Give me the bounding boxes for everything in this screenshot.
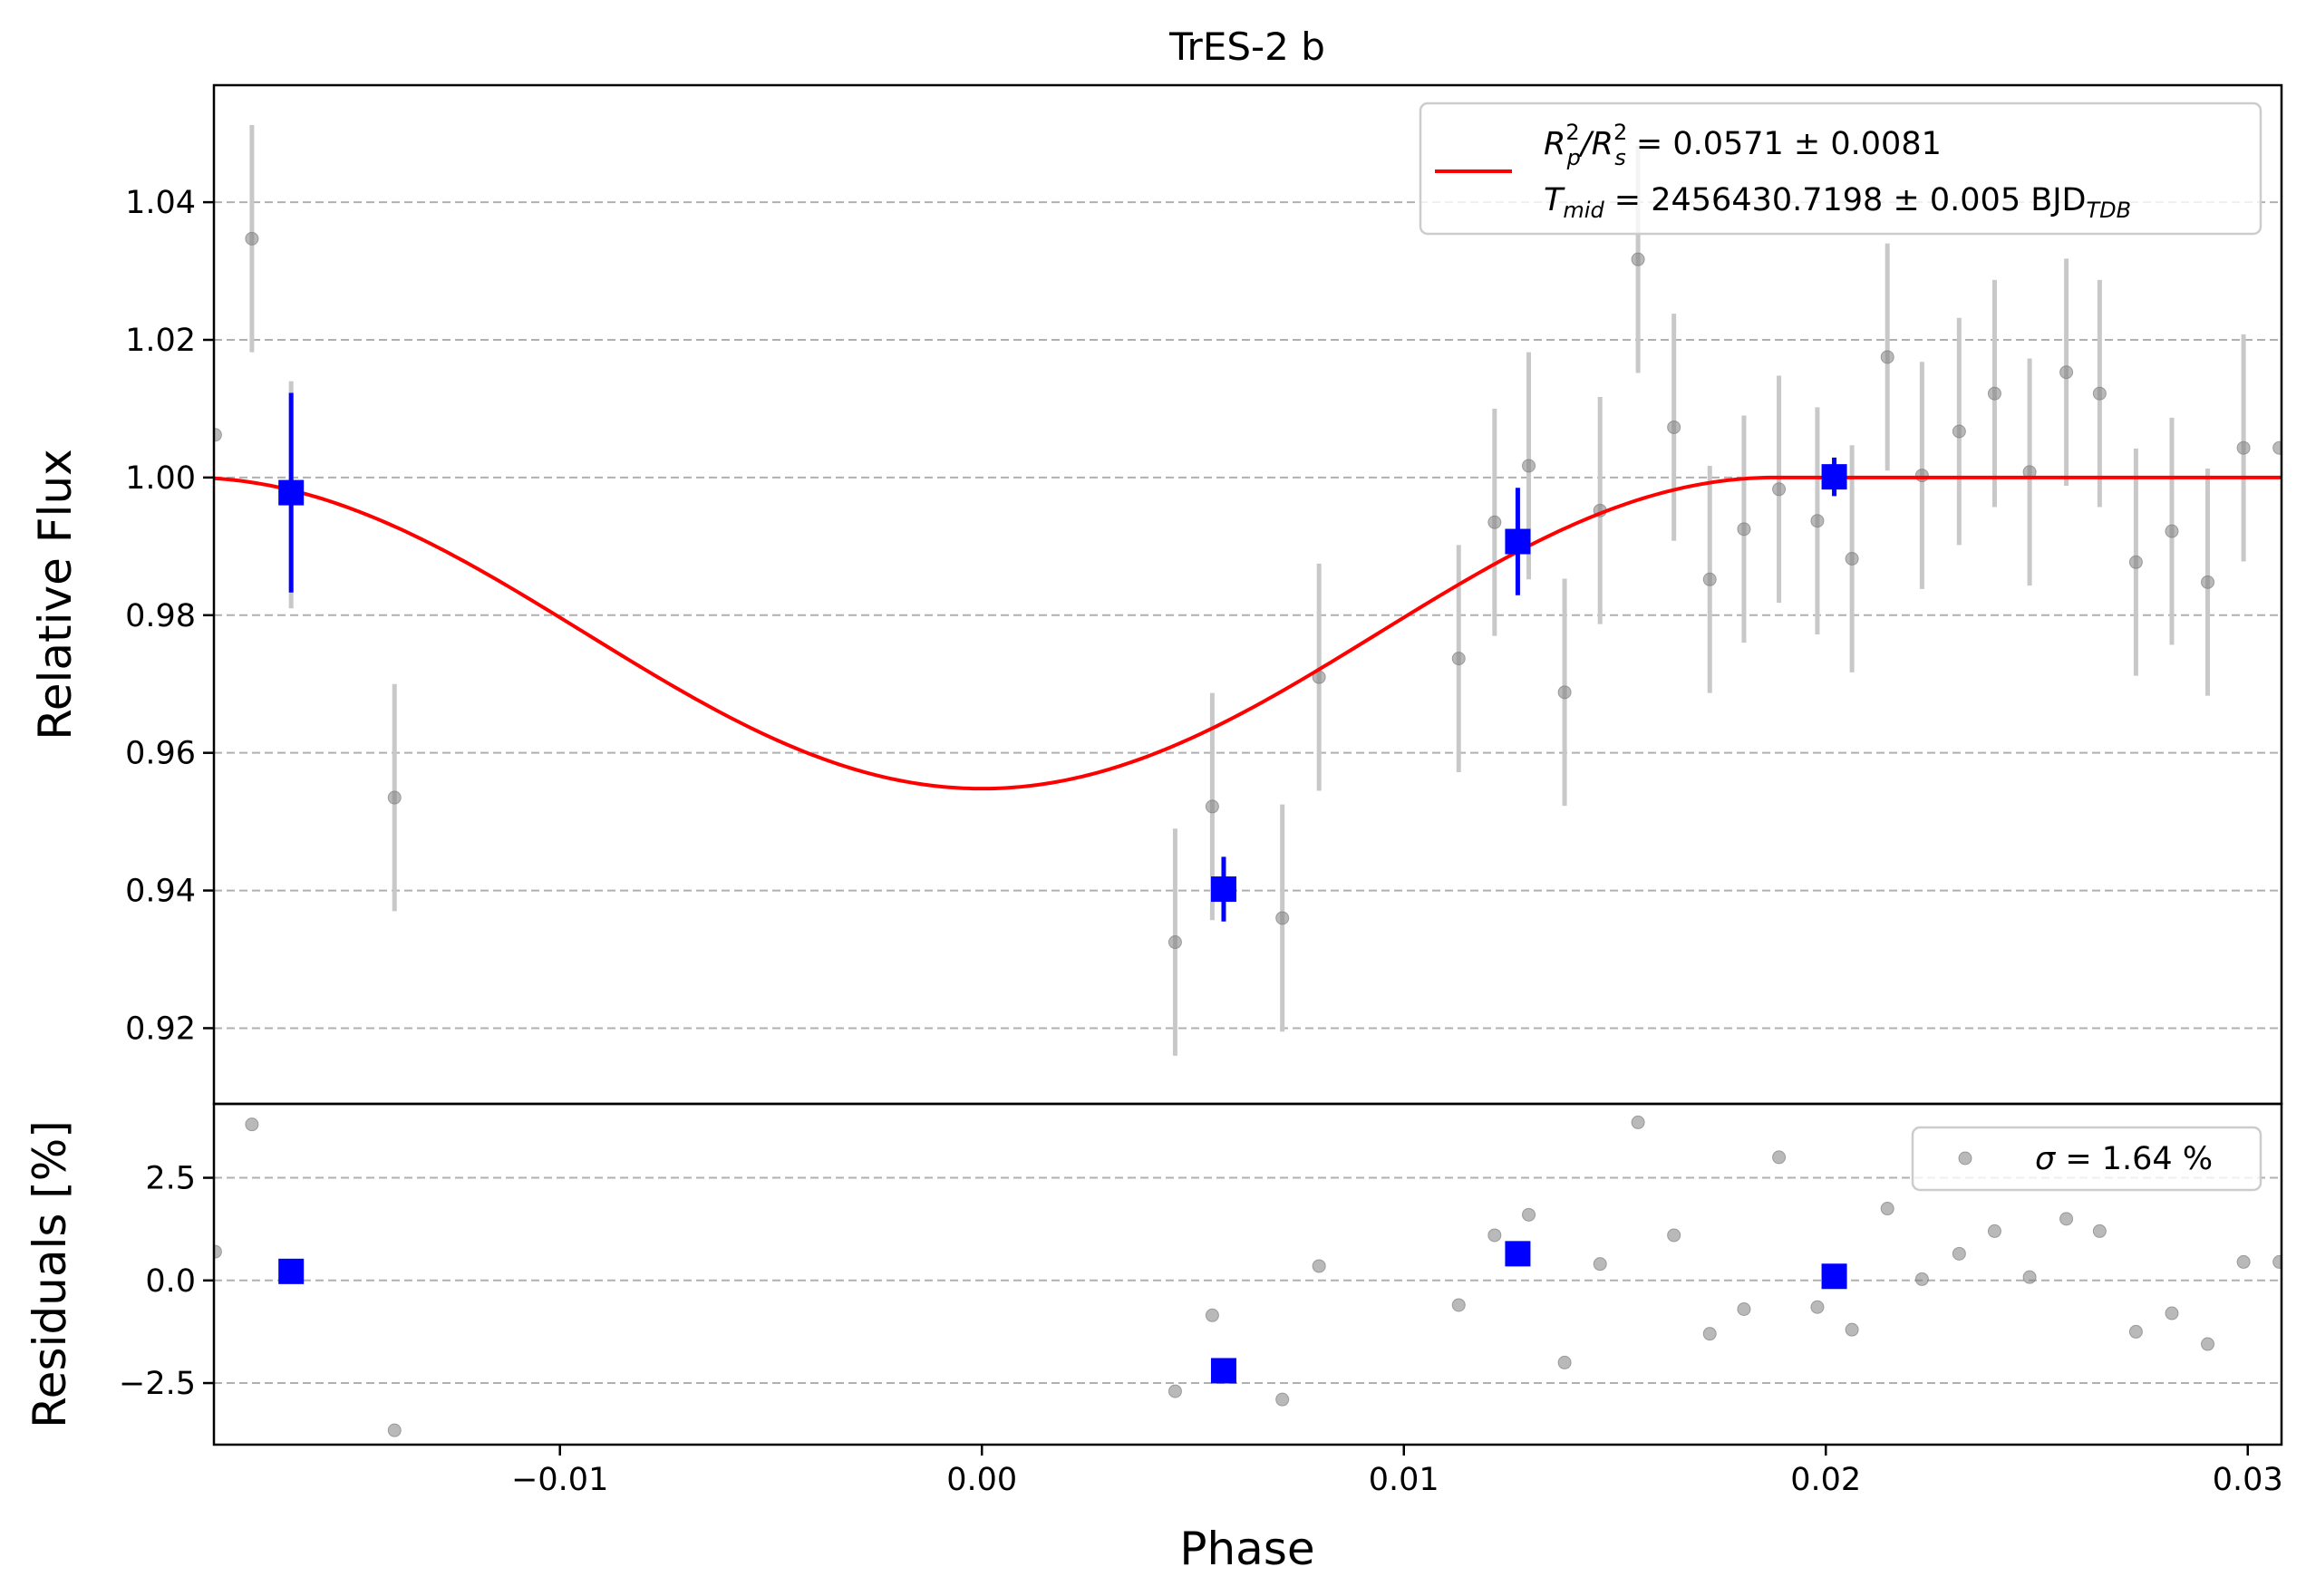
- raw-point: [1952, 424, 1966, 439]
- residual-raw-point: [1631, 1115, 1645, 1129]
- binned-point: [1821, 464, 1847, 490]
- flux-ytick-label: 0.98: [125, 598, 196, 634]
- raw-point: [1168, 935, 1182, 950]
- residual-raw-point: [1880, 1202, 1894, 1216]
- raw-point: [2236, 440, 2251, 455]
- raw-point: [1557, 685, 1572, 700]
- residual-raw-point: [1702, 1327, 1717, 1341]
- raw-point: [2059, 365, 2074, 380]
- residual-raw-point: [1772, 1150, 1787, 1165]
- raw-point: [1667, 420, 1681, 434]
- residual-raw-point: [2201, 1337, 2215, 1351]
- residual-raw-point: [2022, 1270, 2037, 1284]
- residuals-legend-marker: [1958, 1151, 1972, 1166]
- residuals-axis-title: Residuals [%]: [24, 1120, 76, 1428]
- residual-raw-point: [1845, 1322, 1859, 1337]
- residual-raw-point: [2272, 1254, 2282, 1269]
- raw-point: [1205, 799, 1219, 814]
- residuals-legend: σ = 1.64 %: [1911, 1126, 2262, 1192]
- residual-raw-point: [1312, 1259, 1326, 1273]
- raw-point: [1880, 350, 1894, 364]
- phase-xtick-label: 0.01: [1369, 1462, 1439, 1498]
- residuals-panel-frame: [212, 1102, 2283, 1446]
- flux-panel: 0.92 0.94 0.96 0.98 1.00 1.02 1.04 Relative Fl…: [29, 83, 2283, 1106]
- raw-point: [1275, 911, 1290, 925]
- residual-raw-point: [1275, 1392, 1290, 1407]
- residuals-panel: −2.5 0.0 2.5 −0.01 0.00 0.01 0.02 0.03 Residua…: [24, 1102, 2283, 1575]
- phase-axis-title: Phase: [1179, 1523, 1314, 1575]
- sigma-legend-text: σ = 1.64 %: [2035, 1141, 2213, 1177]
- flux-legend: R2 p/R2 s = 0.0571 ± 0.0081 Tmid = 2456430…: [1419, 102, 2262, 236]
- raw-point: [1914, 469, 1929, 483]
- residuals-ytick-label: 0.0: [145, 1263, 196, 1300]
- residual-raw-point: [1168, 1384, 1182, 1398]
- flux-ytick-label: 1.04: [125, 185, 196, 221]
- residual-raw-point: [387, 1423, 402, 1437]
- residual-binned-point: [1821, 1263, 1847, 1290]
- raw-point: [2201, 575, 2215, 589]
- residual-binned-point: [278, 1258, 305, 1284]
- residual-raw-point: [1914, 1272, 1929, 1286]
- phase-xtick-label: 0.02: [1790, 1462, 1861, 1498]
- transit-model-line: [214, 475, 2282, 791]
- phase-xtick-label: 0.00: [946, 1462, 1017, 1498]
- raw-point: [2128, 555, 2143, 569]
- binned-point: [1505, 528, 1531, 555]
- flux-ytick-label: 1.02: [125, 323, 196, 359]
- residual-raw-point: [1487, 1228, 1502, 1243]
- residual-raw-point: [2128, 1324, 2143, 1339]
- residual-raw-point: [1987, 1224, 2001, 1238]
- flux-axis-title: Relative Flux: [29, 449, 82, 740]
- depth-legend-text: R2 p/R2 s = 0.0571 ± 0.0081: [1544, 120, 1942, 170]
- raw-point: [387, 790, 402, 805]
- residual-raw-point: [1667, 1228, 1681, 1243]
- raw-point: [1987, 386, 2001, 401]
- raw-point: [1631, 252, 1645, 266]
- binned-point: [278, 479, 305, 506]
- residual-raw-point: [1205, 1308, 1219, 1322]
- residual-raw-point: [2236, 1254, 2251, 1269]
- raw-point: [214, 428, 222, 442]
- residual-raw-point: [1557, 1355, 1572, 1369]
- raw-point: [2092, 386, 2107, 401]
- raw-point: [1772, 482, 1787, 497]
- residual-raw-point: [1451, 1298, 1466, 1312]
- raw-point: [1487, 515, 1502, 529]
- phase-xtick-label: −0.01: [511, 1462, 608, 1498]
- residual-raw-point: [2092, 1224, 2107, 1238]
- raw-point: [1810, 514, 1825, 528]
- flux-ytick-label: 0.92: [125, 1011, 196, 1047]
- raw-point: [1451, 652, 1466, 666]
- raw-point: [2272, 440, 2282, 455]
- residual-raw-point: [1593, 1257, 1607, 1272]
- tmid-legend-text: Tmid = 2456430.7198 ± 0.005 BJDTDB: [1544, 182, 2131, 223]
- residual-raw-point: [214, 1244, 222, 1259]
- residual-raw-point: [245, 1117, 259, 1132]
- residual-raw-point: [2059, 1212, 2074, 1226]
- residual-binned-point: [1505, 1241, 1531, 1267]
- raw-point: [245, 231, 259, 246]
- raw-point: [1737, 522, 1751, 537]
- raw-point: [1845, 552, 1859, 566]
- residual-raw-point: [1952, 1246, 1966, 1261]
- flux-ytick-label: 0.94: [125, 874, 196, 910]
- raw-point: [1702, 572, 1717, 586]
- residual-raw-point: [1810, 1300, 1825, 1314]
- residuals-ytick-label: 2.5: [145, 1161, 196, 1197]
- residual-binned-point: [1210, 1358, 1236, 1384]
- raw-point: [2165, 524, 2179, 538]
- flux-ytick-label: 1.00: [125, 460, 196, 497]
- residual-raw-point: [2165, 1306, 2179, 1320]
- residuals-ytick-label: −2.5: [119, 1366, 196, 1402]
- raw-point: [1522, 459, 1536, 473]
- flux-ytick-label: 0.96: [125, 736, 196, 772]
- residual-raw-point: [1522, 1207, 1536, 1222]
- residual-raw-point: [1737, 1302, 1751, 1317]
- binned-point: [1210, 876, 1236, 903]
- chart-title: TrES-2 b: [1168, 24, 1325, 69]
- phase-xtick-label: 0.03: [2213, 1462, 2283, 1498]
